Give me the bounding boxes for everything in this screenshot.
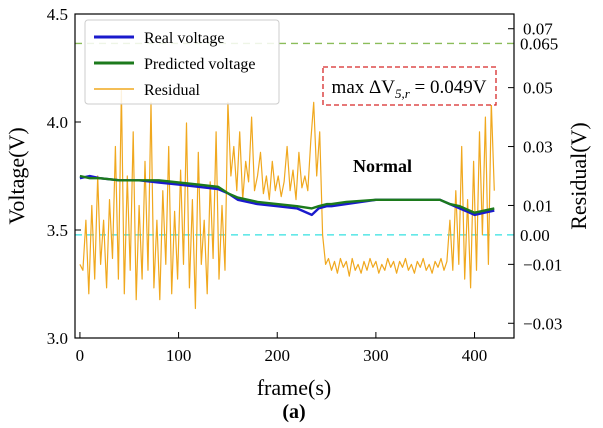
y-right-tick-label-−0.03: −0.03 [523, 314, 562, 333]
y-right-tick-label-0.03: 0.03 [523, 138, 553, 157]
max-residual-subscript: 5,r [395, 86, 411, 101]
figure-caption: (a) [282, 401, 305, 423]
x-tick-label-300: 300 [363, 346, 389, 365]
x-axis-title: frame(s) [257, 375, 332, 400]
normal-label: Normal [353, 156, 412, 176]
y-left-tick-label-3.5: 3.5 [47, 221, 68, 240]
reference-line-label-0: 0.065 [520, 34, 558, 53]
x-tick-label-0: 0 [76, 346, 85, 365]
y-right-tick-label-0.01: 0.01 [523, 196, 553, 215]
y-axis-right: −0.03 −0.01 0.01 0.03 0.05 0.07 [508, 20, 562, 333]
legend-label-residual: Residual [144, 82, 201, 99]
reference-line-label-1: 0.00 [520, 226, 550, 245]
legend-label-predicted-voltage: Predicted voltage [144, 56, 256, 73]
max-residual-lhs: max ΔV [332, 77, 396, 98]
y-right-tick-label-0.05: 0.05 [523, 79, 553, 98]
legend-box [84, 19, 280, 105]
voltage-series [79, 174, 495, 217]
legend: Real voltage Predicted voltage Residual [84, 19, 280, 105]
series-line-predicted-voltage [79, 174, 495, 214]
y-axis-left-title: Voltage(V) [4, 127, 29, 224]
residual-series [79, 90, 495, 310]
y-right-tick-label-0.07: 0.07 [523, 20, 553, 39]
y-left-tick-label-3.0: 3.0 [47, 329, 68, 348]
x-tick-label-100: 100 [166, 346, 192, 365]
max-residual-box [322, 66, 497, 106]
max-residual-text: max ΔV5,r = 0.049V [332, 77, 487, 101]
series-line-residual [79, 90, 495, 310]
x-axis: 0 100 200 300 400 [76, 332, 488, 365]
max-residual-value: = 0.049V [410, 77, 487, 98]
x-tick-label-400: 400 [462, 346, 488, 365]
max-residual-annotation: max ΔV5,r = 0.049V [322, 66, 497, 106]
y-left-tick-label-4.0: 4.0 [47, 113, 68, 132]
reference-line-labels: 0.065 0.00 [520, 34, 558, 244]
plot-frame [74, 13, 515, 339]
y-right-tick-label-−0.01: −0.01 [523, 255, 562, 274]
series-line-real-voltage [79, 174, 495, 217]
legend-label-real-voltage: Real voltage [144, 30, 224, 47]
x-tick-label-200: 200 [264, 346, 290, 365]
y-axis-left: 3.0 3.5 4.0 4.5 [47, 5, 81, 348]
y-left-tick-label-4.5: 4.5 [47, 5, 68, 24]
y-axis-right-title: Residual(V) [566, 122, 591, 230]
